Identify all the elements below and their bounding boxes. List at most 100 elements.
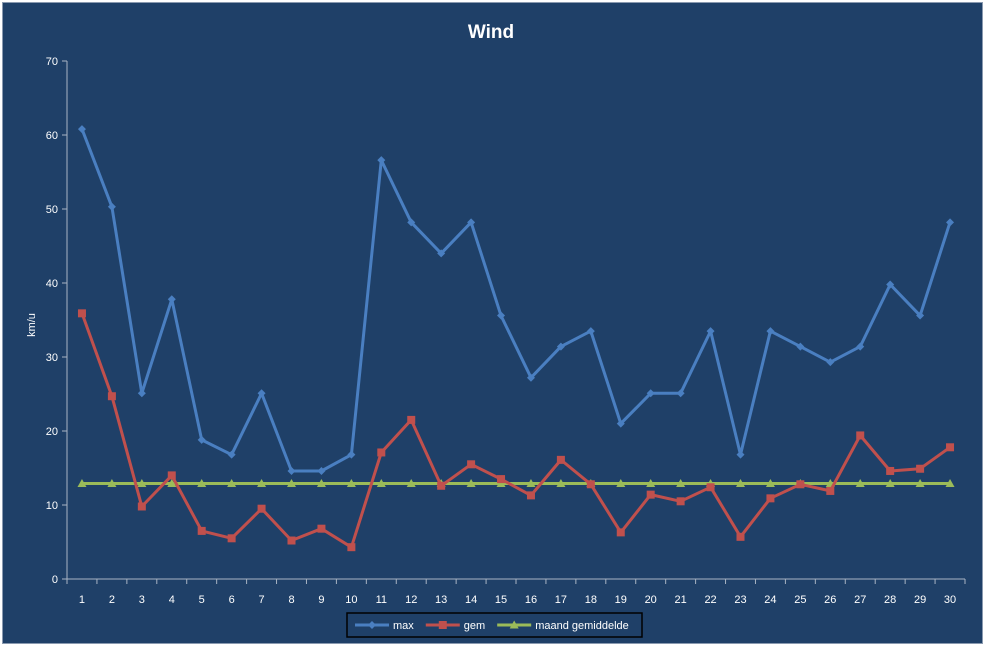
data-point-max	[467, 218, 476, 227]
series-line-max	[80, 128, 952, 473]
data-point-max	[916, 311, 925, 320]
x-tick-label: 25	[794, 594, 806, 606]
data-point-gem	[856, 431, 865, 440]
data-point-gem	[437, 481, 446, 490]
y-tick-label: 70	[46, 56, 58, 68]
legend-item-gem: gem	[425, 620, 485, 632]
data-point-maand-gemiddelde	[616, 479, 626, 488]
data-point-max	[377, 156, 386, 165]
data-point-gem	[646, 490, 655, 499]
legend-swatch-marker	[438, 621, 447, 629]
data-point-maand-gemiddelde	[736, 479, 745, 488]
data-point-gem	[377, 448, 386, 457]
data-point-maand-gemiddelde	[257, 479, 267, 488]
data-point-maand-gemiddelde	[227, 479, 237, 488]
x-tick-label: 11	[376, 594, 387, 606]
data-point-gem	[227, 534, 236, 543]
data-point-gem	[107, 392, 116, 401]
data-point-max	[796, 342, 805, 351]
legend-label: max	[393, 620, 414, 632]
x-tick-label: 6	[229, 594, 235, 606]
data-point-gem	[77, 309, 86, 318]
series-layer	[77, 125, 955, 552]
x-tick-label: 9	[318, 594, 324, 606]
data-point-maand-gemiddelde	[167, 479, 177, 488]
data-point-maand-gemiddelde	[765, 479, 775, 488]
data-point-maand-gemiddelde	[556, 479, 566, 488]
chart-title: Wind	[468, 22, 514, 43]
legend-swatch-marker	[368, 621, 376, 629]
data-point-maand-gemiddelde	[406, 479, 416, 488]
data-point-gem	[407, 415, 416, 424]
data-point-gem	[137, 502, 146, 511]
data-point-max	[347, 450, 356, 459]
data-point-gem	[287, 536, 296, 545]
legend-label: gem	[464, 620, 485, 632]
data-point-max	[407, 218, 416, 227]
legend-item-maand-gemiddelde: maand gemiddelde	[497, 620, 629, 632]
data-point-maand-gemiddelde	[646, 479, 656, 488]
x-tick-label: 18	[585, 594, 597, 606]
data-point-max	[437, 249, 446, 258]
data-point-max	[946, 218, 955, 227]
data-point-max	[137, 389, 146, 398]
x-tick-label: 14	[465, 594, 477, 606]
data-point-max	[77, 125, 86, 134]
x-tick-label: 19	[615, 594, 627, 606]
x-tick-label: 20	[645, 594, 657, 606]
legend-item-max: max	[355, 620, 414, 632]
data-point-maand-gemiddelde	[915, 479, 925, 488]
data-point-gem	[167, 471, 176, 480]
legend-label: maand gemiddelde	[535, 620, 629, 632]
x-tick-label: 23	[734, 594, 746, 606]
data-point-max	[676, 389, 685, 398]
data-point-gem	[556, 455, 565, 464]
data-point-max	[856, 342, 865, 351]
y-tick-label: 10	[46, 500, 58, 512]
data-point-maand-gemiddelde	[77, 479, 87, 488]
data-point-maand-gemiddelde	[466, 479, 476, 488]
data-point-max	[646, 389, 655, 398]
legend-box	[346, 612, 643, 638]
legend-swatch-marker	[509, 620, 519, 629]
x-tick-label: 29	[914, 594, 926, 606]
data-point-max	[197, 435, 206, 444]
x-tick-label: 27	[854, 594, 866, 606]
data-point-gem	[946, 443, 955, 452]
y-tick-label: 0	[52, 574, 58, 586]
data-point-maand-gemiddelde	[945, 479, 955, 488]
x-tick-label: 1	[79, 594, 85, 606]
data-point-max	[706, 327, 715, 336]
x-tick-label: 13	[435, 594, 447, 606]
data-point-maand-gemiddelde	[287, 479, 296, 488]
y-tick-label: 50	[46, 204, 58, 216]
data-point-max	[886, 280, 895, 289]
data-point-max	[167, 295, 176, 304]
x-tick-label: 30	[944, 594, 956, 606]
data-point-max	[556, 342, 565, 351]
data-point-max	[287, 466, 296, 475]
data-point-gem	[676, 497, 685, 506]
data-point-gem	[766, 494, 775, 503]
data-point-gem	[736, 532, 745, 541]
data-point-max	[497, 311, 506, 320]
x-tick-label: 10	[345, 594, 357, 606]
y-tick-label: 20	[46, 426, 58, 438]
x-tick-label: 22	[704, 594, 716, 606]
data-point-maand-gemiddelde	[107, 479, 117, 488]
x-tick-label: 12	[405, 594, 417, 606]
data-point-maand-gemiddelde	[137, 479, 147, 488]
data-point-max	[616, 419, 625, 428]
x-tick-label: 15	[495, 594, 507, 606]
data-point-max	[586, 327, 595, 336]
data-point-maand-gemiddelde	[346, 479, 356, 488]
data-point-maand-gemiddelde	[676, 479, 686, 488]
data-point-gem	[586, 480, 595, 489]
data-point-gem	[526, 491, 535, 500]
x-tick-label: 2	[109, 594, 115, 606]
x-tick-label: 3	[139, 594, 145, 606]
data-point-gem	[706, 483, 715, 492]
data-point-gem	[197, 526, 206, 535]
